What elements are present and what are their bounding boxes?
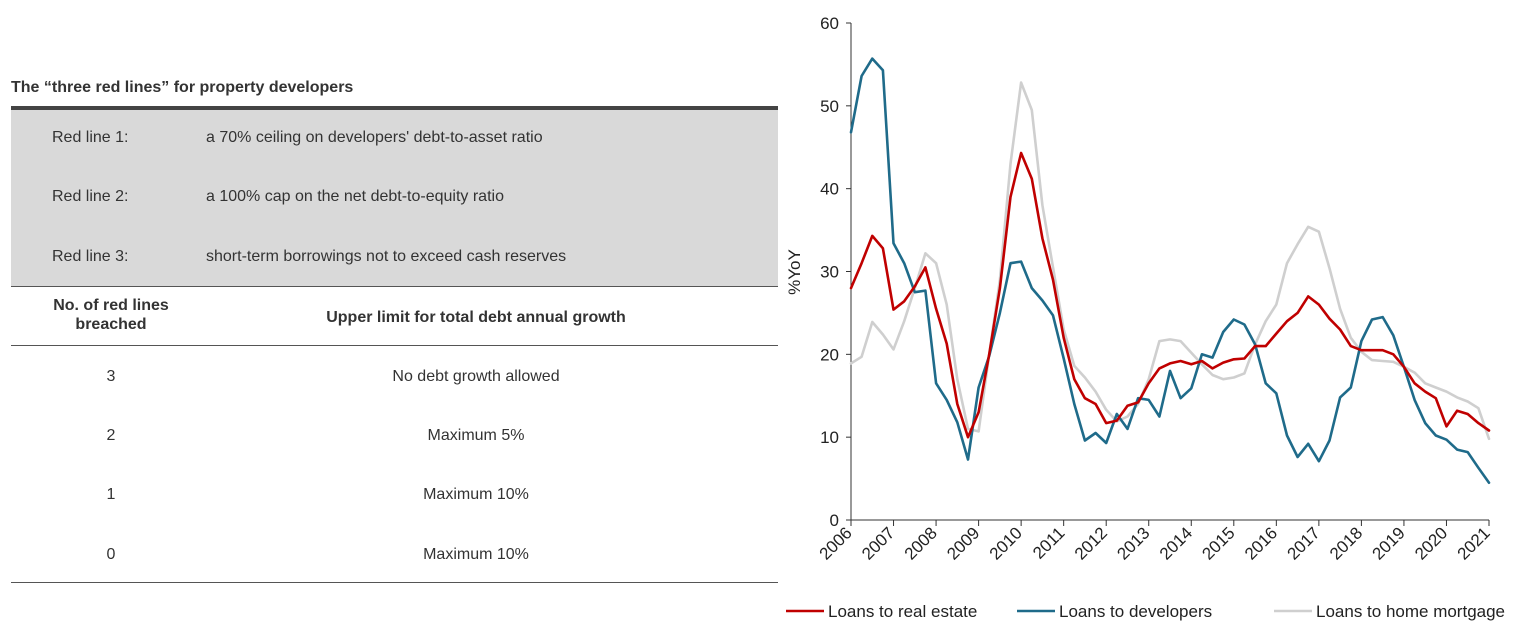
cell-limit: Maximum 10% (423, 486, 529, 503)
y-tick-label: 20 (820, 345, 839, 364)
series-line-loans-to-developers (849, 57, 1491, 485)
table-row: 3 No debt growth allowed (11, 362, 778, 392)
red-lines-table: The “three red lines” for property devel… (11, 0, 778, 633)
cell-limit: Maximum 10% (423, 546, 529, 563)
red-line-row: Red line 3: short-term borrowings not to… (11, 242, 778, 272)
section-divider (11, 286, 778, 287)
y-tick-label: 10 (820, 428, 839, 447)
red-lines-background-right (114, 110, 778, 286)
cell-breached: 1 (106, 486, 116, 503)
header-red-lines-breached: No. of red lines breached (11, 296, 211, 334)
header-line-1: No. of red lines (53, 297, 169, 314)
header-line-2: breached (75, 316, 147, 333)
red-line-label: Red line 1: (52, 129, 129, 146)
red-lines-background (11, 110, 114, 286)
cell-breached: 0 (106, 546, 116, 563)
x-tick-label: 2014 (1156, 523, 1196, 563)
legend-label: Loans to real estate (828, 602, 977, 621)
red-line-label: Red line 3: (52, 248, 129, 265)
x-tick-label: 2011 (1029, 523, 1068, 562)
x-tick-label: 2008 (901, 523, 941, 563)
y-tick-label: 30 (820, 263, 839, 282)
table-title: The “three red lines” for property devel… (11, 79, 354, 96)
red-line-description: a 70% ceiling on developers' debt-to-ass… (206, 129, 543, 146)
x-tick-label: 2007 (858, 523, 898, 563)
table-row: 2 Maximum 5% (11, 421, 778, 451)
table-row: 1 Maximum 10% (11, 480, 778, 510)
x-tick-label: 2015 (1198, 523, 1238, 563)
y-tick-label: 40 (820, 180, 839, 199)
cell-breached: 2 (106, 427, 116, 444)
cell-limit: Maximum 5% (427, 427, 525, 444)
cell-breached: 3 (106, 368, 116, 385)
table-row: 0 Maximum 10% (11, 540, 778, 570)
series-line-loans-to-real-estate (849, 151, 1491, 439)
x-tick-label: 2018 (1326, 523, 1366, 563)
red-line-row: Red line 1: a 70% ceiling on developers'… (11, 123, 778, 153)
x-tick-label: 2020 (1411, 523, 1451, 563)
y-axis-title: %YoY (785, 249, 804, 295)
x-tick-label: 2010 (986, 523, 1026, 563)
series-line-loans-to-home-mortgage (849, 81, 1491, 441)
x-tick-label: 2019 (1369, 523, 1409, 563)
red-line-description: a 100% cap on the net debt-to-equity rat… (206, 188, 504, 205)
x-tick-label: 2021 (1454, 523, 1494, 563)
x-tick-label: 2016 (1241, 523, 1281, 563)
x-tick-label: 2009 (943, 523, 983, 563)
header-divider (11, 345, 778, 346)
red-line-description: short-term borrowings not to exceed cash… (206, 248, 567, 265)
x-tick-label: 2013 (1113, 523, 1153, 563)
table-bottom-rule (11, 582, 778, 583)
x-tick-label: 2006 (816, 523, 856, 563)
y-tick-label: 60 (820, 14, 839, 33)
y-tick-label: 0 (830, 511, 839, 530)
legend-label: Loans to home mortgage (1316, 602, 1505, 621)
x-tick-label: 2012 (1071, 523, 1111, 563)
y-tick-label: 50 (820, 97, 839, 116)
title-divider (11, 106, 778, 110)
cell-limit: No debt growth allowed (392, 368, 560, 385)
x-tick-label: 2017 (1284, 523, 1324, 563)
legend-label: Loans to developers (1059, 602, 1212, 621)
red-line-label: Red line 2: (52, 188, 129, 205)
header-debt-growth-limit: Upper limit for total debt annual growth (326, 309, 626, 326)
red-line-row: Red line 2: a 100% cap on the net debt-t… (11, 182, 778, 212)
